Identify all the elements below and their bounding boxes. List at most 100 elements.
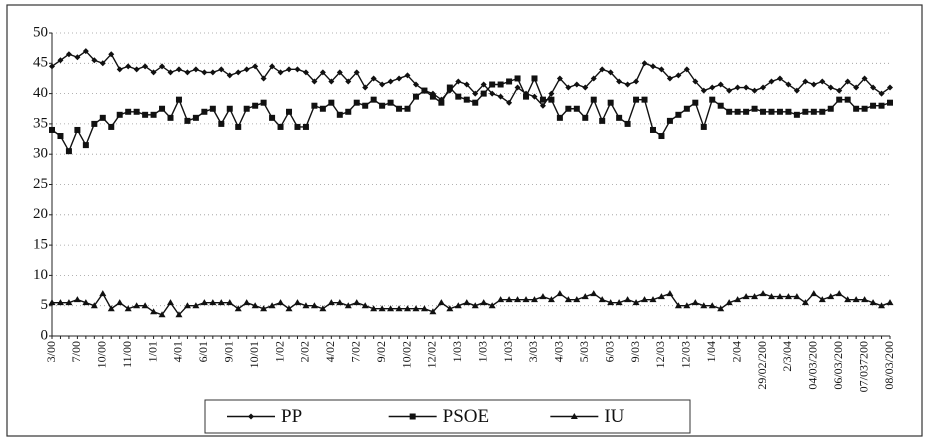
- marker: [251, 302, 259, 309]
- marker: [523, 93, 530, 100]
- marker: [616, 78, 623, 85]
- marker: [760, 108, 767, 115]
- marker: [285, 305, 293, 312]
- marker: [887, 84, 893, 91]
- x-tick-label: 2/3/04: [780, 341, 794, 372]
- marker: [310, 302, 318, 309]
- marker: [99, 114, 106, 121]
- marker: [294, 66, 301, 73]
- marker: [184, 69, 191, 76]
- x-tick-label: 2/04: [729, 341, 743, 362]
- marker: [277, 69, 284, 76]
- marker: [107, 305, 115, 312]
- marker: [709, 84, 716, 91]
- marker: [784, 293, 792, 300]
- marker: [641, 96, 648, 103]
- marker: [700, 87, 707, 94]
- marker: [835, 290, 843, 297]
- marker: [209, 69, 216, 76]
- series-line: [52, 292, 891, 316]
- marker: [878, 90, 885, 97]
- marker: [633, 78, 640, 85]
- marker: [590, 75, 597, 82]
- marker: [878, 302, 886, 309]
- marker: [404, 105, 411, 112]
- marker: [539, 96, 546, 103]
- x-tick-label: 9/02: [374, 341, 388, 362]
- marker: [142, 111, 149, 118]
- marker: [726, 108, 733, 115]
- x-tick-label: 12/03: [679, 341, 693, 368]
- x-tick-label: 08/03/200: [882, 341, 896, 390]
- chart-frame: [6, 4, 923, 437]
- marker: [243, 299, 251, 306]
- x-tick-label: 2/02: [298, 341, 312, 362]
- marker: [547, 296, 555, 303]
- x-tick-label: 3/00: [44, 341, 58, 362]
- marker: [65, 299, 73, 306]
- marker: [497, 93, 504, 100]
- x-tick-label: 4/03: [552, 341, 566, 362]
- marker: [294, 123, 301, 130]
- marker: [692, 78, 699, 85]
- marker: [125, 63, 132, 70]
- marker: [530, 296, 538, 303]
- marker: [743, 108, 750, 115]
- marker: [844, 96, 851, 103]
- marker: [489, 81, 496, 88]
- marker: [82, 299, 90, 306]
- marker: [192, 66, 199, 73]
- marker: [886, 299, 894, 306]
- marker: [632, 299, 640, 306]
- marker: [395, 305, 403, 312]
- marker: [150, 111, 157, 118]
- marker: [252, 63, 259, 70]
- marker: [192, 114, 199, 121]
- y-tick-label: 45: [33, 55, 48, 71]
- y-tick-label: 15: [33, 237, 48, 253]
- marker: [818, 296, 826, 303]
- marker: [175, 311, 183, 318]
- marker: [141, 302, 149, 309]
- marker: [158, 311, 166, 318]
- marker: [539, 293, 547, 300]
- marker: [751, 87, 758, 94]
- x-tick-label: 12/02: [425, 341, 439, 368]
- marker: [91, 57, 98, 64]
- marker: [277, 299, 285, 306]
- legend-label: PSOE: [443, 406, 489, 427]
- marker: [184, 117, 191, 124]
- marker: [548, 96, 555, 103]
- marker: [463, 299, 471, 306]
- marker: [641, 60, 648, 67]
- marker: [480, 299, 488, 306]
- marker: [125, 108, 132, 115]
- marker: [836, 96, 843, 103]
- marker: [887, 99, 893, 106]
- marker: [649, 296, 657, 303]
- marker: [827, 84, 834, 91]
- marker: [379, 102, 386, 109]
- marker: [82, 142, 89, 149]
- marker: [785, 81, 792, 88]
- marker: [624, 120, 631, 127]
- marker: [218, 120, 225, 127]
- marker: [760, 84, 767, 91]
- marker: [150, 308, 158, 315]
- marker: [861, 75, 868, 82]
- marker: [57, 57, 64, 64]
- x-tick-label: 1/04: [704, 341, 718, 362]
- marker: [472, 90, 479, 97]
- x-tick-label: 4/01: [171, 341, 185, 362]
- marker: [49, 63, 55, 70]
- marker: [743, 84, 750, 91]
- marker: [200, 299, 208, 306]
- marker: [48, 299, 56, 306]
- y-tick-label: 35: [33, 115, 48, 131]
- x-tick-label: 29/02/200: [755, 341, 769, 390]
- marker: [607, 99, 614, 106]
- marker: [73, 296, 81, 303]
- marker: [709, 96, 716, 103]
- marker: [446, 84, 453, 91]
- series-line: [51, 50, 891, 107]
